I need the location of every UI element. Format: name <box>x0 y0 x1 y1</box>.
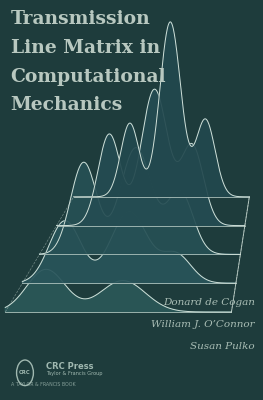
Text: Line Matrix in: Line Matrix in <box>11 39 160 57</box>
Text: Computational: Computational <box>11 68 166 86</box>
Text: A TAYLOR & FRANCIS BOOK: A TAYLOR & FRANCIS BOOK <box>11 382 75 386</box>
Polygon shape <box>57 89 245 226</box>
Polygon shape <box>5 269 231 312</box>
Polygon shape <box>74 22 249 197</box>
Text: CRC: CRC <box>19 370 31 375</box>
Polygon shape <box>22 212 236 283</box>
Text: CRC Press: CRC Press <box>46 362 94 371</box>
Text: Mechanics: Mechanics <box>11 96 123 114</box>
Text: Taylor & Francis Group: Taylor & Francis Group <box>46 372 103 376</box>
Text: William J. O’Connor: William J. O’Connor <box>151 320 255 329</box>
Text: Transmission: Transmission <box>11 10 150 28</box>
Text: Donard de Cogan: Donard de Cogan <box>163 298 255 307</box>
Text: Susan Pulko: Susan Pulko <box>190 342 255 351</box>
Polygon shape <box>39 148 240 254</box>
